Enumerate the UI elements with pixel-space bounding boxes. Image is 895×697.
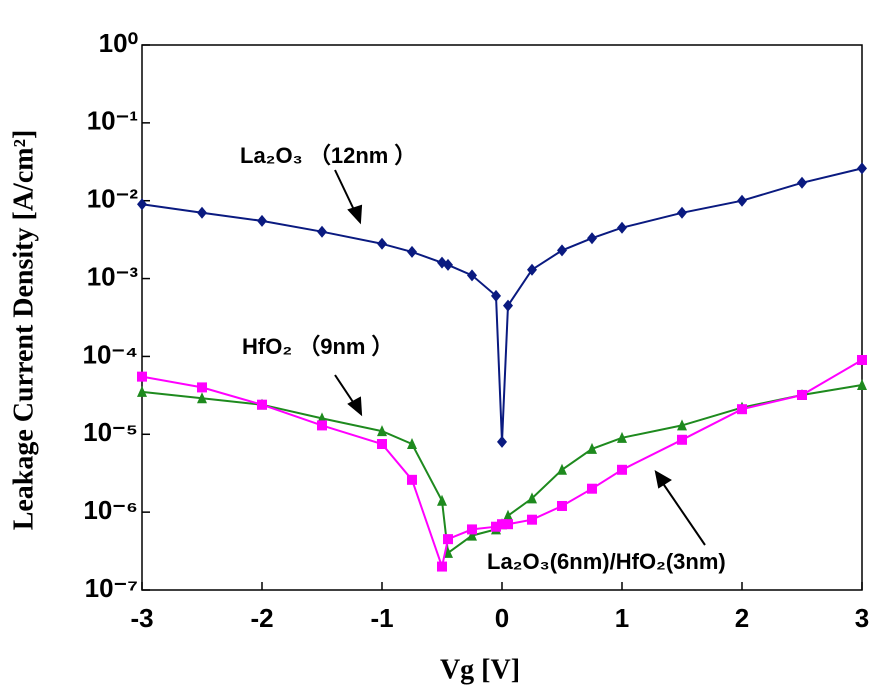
plot-frame xyxy=(141,44,863,591)
x-tick-label: -3 xyxy=(130,603,153,633)
data-point xyxy=(407,438,417,450)
data-point xyxy=(197,382,207,393)
data-point xyxy=(617,464,627,475)
x-axis-label: Vg [V] xyxy=(440,654,520,685)
y-tick-label: 10⁻⁷ xyxy=(85,573,138,603)
data-point xyxy=(197,392,207,404)
data-point xyxy=(491,289,501,302)
series-label: La₂O₃(6nm)/HfO₂(3nm) xyxy=(487,549,726,574)
data-point xyxy=(137,371,147,382)
data-point xyxy=(497,519,507,530)
x-tick-label: 2 xyxy=(735,603,749,633)
arrow xyxy=(334,169,356,213)
data-point xyxy=(437,561,447,572)
data-point xyxy=(443,534,453,545)
arrow xyxy=(661,481,706,546)
data-point xyxy=(377,439,387,450)
data-point xyxy=(437,494,447,506)
data-point xyxy=(737,404,747,415)
data-point xyxy=(857,162,867,175)
data-point xyxy=(587,442,597,454)
data-point xyxy=(797,176,807,189)
x-tick-label: 1 xyxy=(615,603,629,633)
data-point xyxy=(491,521,501,532)
data-point xyxy=(407,474,417,485)
data-point xyxy=(503,519,513,530)
data-point xyxy=(257,214,267,227)
y-tick-label: 10⁻³ xyxy=(87,261,139,291)
annotation-arrows xyxy=(334,169,706,546)
data-point xyxy=(257,399,267,410)
data-point xyxy=(617,431,627,443)
y-axis-label: Leakage Current Density [A/cm²] xyxy=(8,130,39,531)
arrowhead xyxy=(654,470,672,489)
data-point xyxy=(527,263,537,276)
y-tick-label: 10⁰ xyxy=(99,28,138,58)
data-point xyxy=(617,221,627,234)
data-point xyxy=(677,434,687,445)
data-point xyxy=(137,198,147,211)
arrow xyxy=(334,374,356,406)
data-point xyxy=(317,420,327,431)
series-label: HfO₂ （9nm ） xyxy=(242,334,394,359)
x-tick-label: 3 xyxy=(855,603,869,633)
x-tick-label: 0 xyxy=(495,603,509,633)
data-point xyxy=(467,529,477,541)
y-tick-label: 10⁻⁴ xyxy=(82,339,138,369)
y-tick-label: 10⁻² xyxy=(87,184,139,214)
arrowhead xyxy=(347,396,363,417)
y-tick-label: 10⁻⁶ xyxy=(83,495,138,525)
data-point xyxy=(377,237,387,250)
data-point xyxy=(527,514,537,525)
x-tick-label: -2 xyxy=(250,603,273,633)
data-point xyxy=(857,354,867,365)
data-point xyxy=(503,299,513,312)
data-point xyxy=(497,435,507,448)
data-point xyxy=(587,232,597,245)
data-point xyxy=(137,385,147,397)
data-point xyxy=(467,269,477,282)
data-point xyxy=(317,225,327,238)
data-point xyxy=(587,483,597,494)
data-point xyxy=(857,378,867,390)
series-label: La₂O₃ （12nm ） xyxy=(240,143,416,168)
data-point xyxy=(503,509,513,521)
data-point xyxy=(677,206,687,219)
data-point xyxy=(737,194,747,207)
data-point xyxy=(467,524,477,535)
data-point xyxy=(557,244,567,257)
data-point xyxy=(197,206,207,219)
data-point xyxy=(557,500,567,511)
arrowhead xyxy=(347,204,363,225)
y-tick-label: 10⁻¹ xyxy=(87,106,138,136)
data-point xyxy=(797,389,807,400)
series-line xyxy=(141,167,863,442)
data-point xyxy=(677,419,687,431)
data-point xyxy=(557,463,567,475)
x-tick-label: -1 xyxy=(370,603,393,633)
data-point xyxy=(443,258,453,271)
data-point xyxy=(407,245,417,258)
series-line xyxy=(141,359,863,571)
data-point xyxy=(527,492,537,504)
y-tick-label: 10⁻⁵ xyxy=(83,417,138,447)
data-point xyxy=(377,425,387,437)
